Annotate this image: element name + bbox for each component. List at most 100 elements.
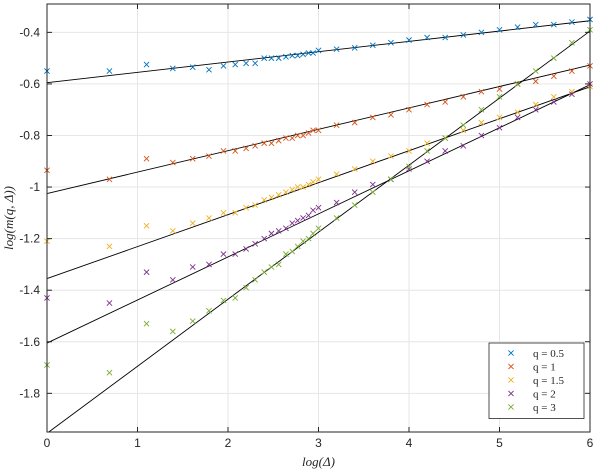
data-point [315,225,322,232]
data-point [283,189,289,196]
data-point [143,155,150,162]
x-tick-label: 0 [44,436,51,450]
data-point [333,215,340,221]
data-point [496,26,503,33]
data-point [478,119,485,126]
data-point [289,220,296,227]
data-point [442,99,449,105]
data-point [275,227,282,234]
data-point [424,34,431,41]
series-5-points [44,26,593,376]
legend-label: q = 3 [533,402,556,414]
data-point [169,328,176,335]
legend-marker [508,390,514,397]
data-point [310,230,316,237]
data-point [252,276,259,283]
data-point [305,212,312,219]
fit-line-3 [46,86,591,280]
legend-marker [508,377,514,383]
data-point [442,148,449,154]
grid [46,4,591,432]
data-point [232,148,239,154]
data-point [189,155,196,162]
data-point [442,34,449,41]
data-point [351,44,358,51]
data-point [351,202,358,209]
data-point [294,243,301,250]
data-point [289,186,296,193]
x-tick-label: 1 [134,436,141,450]
data-point [478,132,485,139]
data-point [424,148,431,154]
data-point [106,369,113,376]
data-point [232,251,239,258]
data-point [496,86,503,93]
data-point [189,264,196,270]
axis-ticks: 0 1 2 3 4 5 6 -1.8 -1.6 -1.4 -1.2 -1 -0.8 -0.6 -0.4 [19,4,594,450]
legend-box [488,342,585,419]
data-point [478,106,485,113]
data-point [300,132,307,139]
data-point [315,176,322,183]
x-axis-label: log(Δ) [302,454,335,469]
data-point [169,227,176,234]
data-point [568,88,575,95]
data-point [305,181,312,188]
data-point [310,207,316,214]
data-point [496,114,503,121]
data-point [252,60,259,67]
data-point [243,145,250,152]
data-point [275,55,282,62]
legend-label: q = 1.5 [533,375,564,387]
legend-marker [508,404,514,410]
data-point [143,269,150,276]
data-point [478,29,485,36]
data-point [106,68,113,74]
data-point [143,320,150,327]
data-point [369,158,376,165]
data-point [305,129,312,136]
legend-marker [508,363,514,370]
data-point [189,220,196,227]
data-point [275,261,282,268]
legend-label: q = 2 [533,389,556,401]
data-point [268,55,275,62]
y-tick-label: -1.8 [19,386,40,400]
data-point [568,39,575,46]
data-point [424,158,431,165]
data-point [220,148,227,154]
series-4-points [44,81,593,307]
data-point [252,202,259,209]
data-point [351,166,358,172]
data-point [310,178,316,185]
data-point [305,235,312,242]
y-tick-label: -0.8 [19,128,40,142]
data-point [294,184,301,190]
data-point [294,217,301,224]
data-point [333,199,340,206]
data-point [294,132,301,139]
data-point [206,261,212,268]
data-point [252,240,259,247]
data-point [406,163,412,170]
data-point [243,60,250,67]
x-tick-label: 4 [406,436,413,450]
data-point [268,194,275,201]
data-point [106,176,113,183]
x-tick-label: 2 [225,436,232,450]
data-point [206,66,212,73]
data-point [333,122,340,129]
data-point [568,19,575,25]
data-point [275,191,282,198]
data-point [514,114,521,121]
data-point [106,243,113,250]
fit-line-2 [46,64,591,194]
data-point [406,106,412,113]
data-point [300,184,307,190]
data-point [387,111,394,118]
legend: q = 0.5 q = 1q = 1.5 q = 2q = 3 [488,342,585,419]
data-point [550,73,557,80]
data-point [496,93,503,100]
data-point [514,24,521,31]
data-point [300,215,307,221]
